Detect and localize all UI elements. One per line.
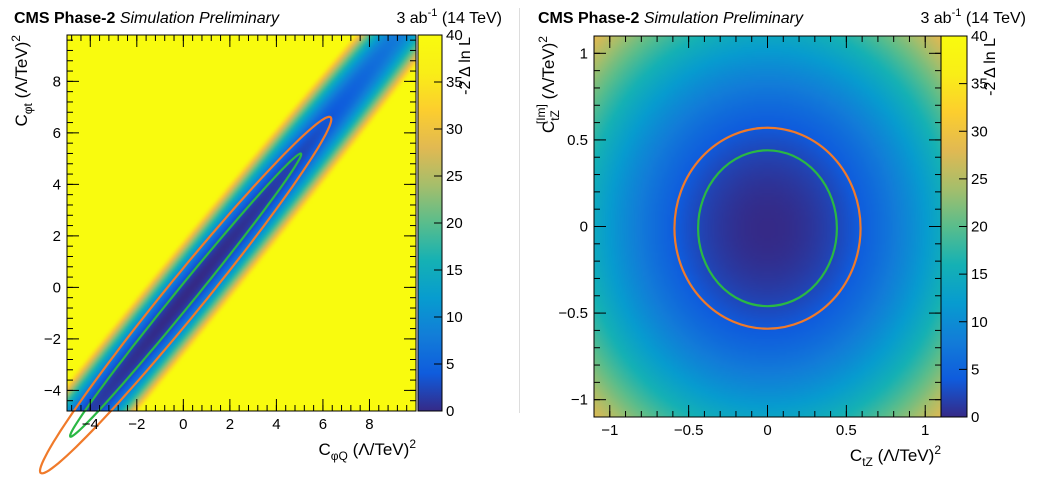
z-tick-label: 0 — [446, 403, 454, 420]
z-tick-label: 35 — [446, 74, 463, 91]
contour-95pct — [673, 126, 862, 330]
z-tick-label: 5 — [446, 356, 454, 373]
y-tick-label: −2 — [44, 331, 61, 348]
z-tick-label: 10 — [446, 309, 463, 326]
z-tick-label: 40 — [446, 27, 463, 44]
y-tick-label: −1 — [571, 392, 588, 409]
z-tick-label: 25 — [446, 168, 463, 185]
x-tick-label: −2 — [128, 416, 145, 433]
heatmap-surface — [594, 36, 941, 417]
y-tick-label: −4 — [44, 382, 61, 399]
left-chart-panel: −4 −2 0 2 4 6 8 −4 −2 0 2 4 6 8 0 5 10 15 20 25 30 35 40 -2 Δ l… — [0, 0, 515, 477]
x-tick-label: 4 — [272, 416, 280, 433]
z-tick-label: 15 — [446, 262, 463, 279]
z-tick-label: 25 — [971, 171, 988, 188]
contour-95pct — [38, 115, 333, 475]
contour-68pct — [68, 152, 303, 438]
y-tick-label: 4 — [53, 176, 61, 193]
right-chart-panel: −1 −0.5 0 0.5 1 −1 −0.5 0 0.5 1 0 5 10 15 20 25 30 35 40 -2… — [526, 0, 1037, 477]
y-axis-title: Cφt (Λ/TeV)2 — [9, 35, 35, 127]
x-tick-label: −4 — [82, 416, 99, 433]
z-tick-label: 40 — [971, 28, 988, 45]
z-tick-label: 0 — [971, 409, 979, 426]
z-tick-label: 30 — [446, 121, 463, 138]
left-chart: −4 −2 0 2 4 6 8 −4 −2 0 2 4 6 8 0 5 10 15 20 25 30 35 40-2 Δ l… — [9, 7, 502, 475]
y-axis-title: CtZ[Im] (Λ/TeV)2 — [534, 36, 562, 133]
z-tick-label: 20 — [971, 219, 988, 236]
z-axis-title: -2 Δ ln L — [457, 37, 474, 95]
y-tick-label: 0 — [53, 279, 61, 296]
z-tick-label: 5 — [971, 361, 979, 378]
x-tick-label: −0.5 — [674, 422, 704, 439]
chart-header: CMS Phase-2 Simulation Preliminary — [14, 10, 280, 27]
z-axis-title: -2 Δ ln L — [982, 38, 999, 96]
lumi-label: 3 ab-1 (14 TeV) — [396, 7, 502, 27]
panel-divider — [519, 8, 520, 413]
x-axis-title: CtZ (Λ/TeV)2 — [850, 443, 941, 469]
x-tick-label: 0 — [763, 422, 771, 439]
z-tick-label: 20 — [446, 215, 463, 232]
z-tick-label: 30 — [971, 123, 988, 140]
x-tick-label: 2 — [226, 416, 234, 433]
x-tick-label: 8 — [365, 416, 373, 433]
x-tick-label: −1 — [601, 422, 618, 439]
x-tick-label: 0 — [179, 416, 187, 433]
x-tick-label: 0.5 — [836, 422, 857, 439]
chart-header: CMS Phase-2 Simulation Preliminary — [538, 10, 804, 27]
y-tick-label: −0.5 — [558, 305, 588, 322]
x-tick-label: 6 — [319, 416, 327, 433]
y-tick-label: 8 — [53, 73, 61, 90]
contour-68pct — [697, 149, 839, 308]
x-axis-title: CφQ (Λ/TeV)2 — [318, 437, 416, 463]
y-tick-label: 2 — [53, 228, 61, 245]
y-tick-label: 0.5 — [567, 132, 588, 149]
y-tick-label: 6 — [53, 125, 61, 142]
y-tick-label: 0 — [580, 219, 588, 236]
lumi-label: 3 ab-1 (14 TeV) — [920, 7, 1026, 27]
x-tick-label: 1 — [921, 422, 929, 439]
plot-frame — [66, 34, 417, 412]
heatmap-surface — [67, 35, 416, 411]
z-tick-label: 35 — [971, 76, 988, 93]
right-chart: −1 −0.5 0 0.5 1−1−0.500.510510152025303540-2… — [534, 7, 1026, 469]
y-tick-label: 1 — [580, 45, 588, 62]
z-tick-label: 10 — [971, 314, 988, 331]
z-tick-label: 15 — [971, 266, 988, 283]
